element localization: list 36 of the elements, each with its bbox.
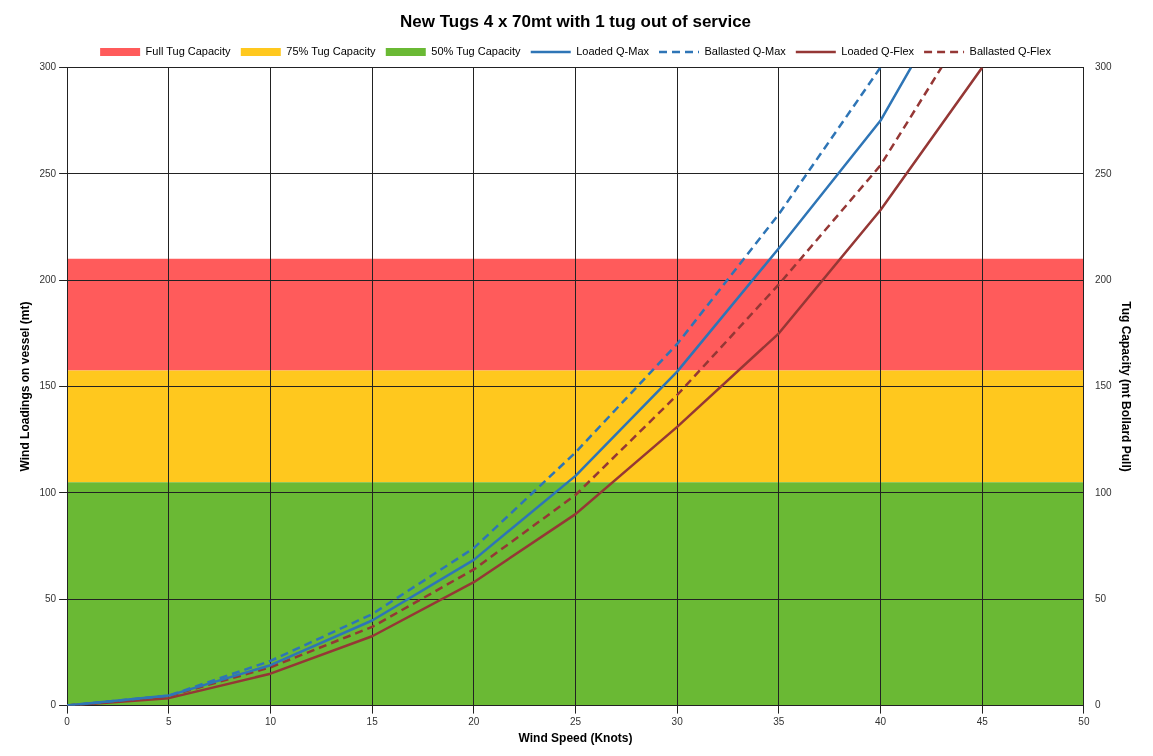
y2-tick-label: 200 (1094, 273, 1113, 285)
y2-tick-label: 0 (1094, 699, 1101, 711)
y-tick-label: 200 (39, 273, 57, 285)
y-tick-label: 0 (50, 699, 57, 711)
legend-label: Loaded Q-Max (576, 44, 650, 57)
y2-axis-title: Tug Capacity (mt Bollard Pull) (1119, 301, 1134, 472)
y-axis-title: Wind Loadings on vessel (mt) (17, 301, 32, 472)
chart-title: New Tugs 4 x 70mt with 1 tug out of service (399, 11, 752, 31)
legend-label: Ballasted Q-Max (704, 44, 787, 57)
y2-tick-label: 50 (1094, 592, 1107, 604)
x-tick-label: 40 (874, 716, 887, 728)
x-tick-label: 45 (976, 716, 989, 728)
x-tick-label: 25 (569, 716, 582, 728)
legend-label: 75% Tug Capacity (286, 44, 377, 57)
y-tick-label: 300 (39, 61, 57, 73)
x-tick-label: 5 (165, 716, 172, 728)
legend-label: Full Tug Capacity (145, 44, 232, 57)
x-tick-label: 15 (366, 716, 379, 728)
y2-tick-label: 100 (1094, 486, 1113, 498)
x-axis-title: Wind Speed (Knots) (518, 731, 633, 746)
y-tick-label: 150 (39, 380, 57, 392)
legend-label: Ballasted Q-Flex (969, 44, 1052, 57)
x-tick-label: 30 (671, 716, 684, 728)
y-tick-label: 50 (44, 592, 57, 604)
legend-label: Loaded Q-Flex (841, 44, 915, 57)
x-tick-label: 10 (264, 716, 277, 728)
y-tick-label: 100 (39, 486, 57, 498)
y2-tick-label: 250 (1094, 167, 1113, 179)
x-tick-label: 50 (1078, 716, 1090, 728)
legend-label: 50% Tug Capacity (431, 44, 522, 57)
x-tick-label: 35 (773, 716, 785, 728)
y2-tick-label: 300 (1094, 61, 1113, 73)
y-tick-label: 250 (39, 167, 57, 179)
x-tick-label: 20 (468, 716, 480, 728)
y2-tick-label: 150 (1094, 380, 1113, 392)
x-tick-label: 0 (64, 716, 71, 728)
